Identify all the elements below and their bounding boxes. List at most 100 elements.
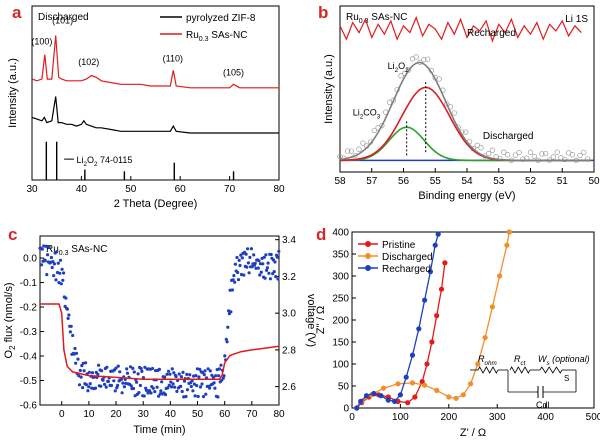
plot-frame: [39, 235, 280, 406]
flux-point: [143, 365, 147, 369]
flux-point: [106, 379, 110, 383]
flux-point: [154, 369, 158, 373]
y-axis-label: Z'' / Ω: [315, 306, 327, 334]
series-marker: [460, 392, 466, 398]
panel-letter-a: a: [12, 3, 22, 22]
circuit-label: Ws (optional): [538, 354, 590, 367]
series-marker: [416, 326, 422, 332]
flux-point: [277, 249, 281, 253]
flux-point: [141, 376, 145, 380]
panel-a-chart: 30 40 50 60 70 80 2 Theta (Degree) Intensity (a…: [7, 5, 285, 210]
flux-point: [165, 372, 169, 376]
flux-point: [153, 390, 157, 394]
flux-point: [64, 296, 68, 300]
flux-point: [245, 265, 249, 269]
x-tick-label: 50: [588, 176, 600, 187]
x-tick-label: 56: [398, 176, 410, 187]
flux-point: [99, 384, 103, 388]
flux-point: [56, 261, 60, 265]
corner-label: Discharged: [38, 12, 89, 23]
flux-point: [84, 383, 88, 387]
series-marker: [363, 393, 370, 399]
series-marker: [422, 382, 428, 388]
x-tick-label: 100: [392, 412, 409, 423]
flux-point: [93, 386, 98, 390]
flux-point: [265, 268, 269, 272]
corner-label: Ru0.3 SAs-NC: [346, 12, 407, 25]
y-right-axis-label: voltage (V): [305, 294, 317, 347]
x-tick-label: 70: [224, 184, 236, 195]
flux-point: [240, 256, 244, 260]
circuit-label: Rct: [514, 354, 526, 367]
flux-point: [157, 394, 161, 398]
flux-point: [219, 363, 223, 367]
data-point: [554, 149, 560, 155]
flux-point: [208, 386, 212, 390]
x-axis-label: Z' / Ω: [460, 427, 486, 439]
flux-point: [163, 393, 168, 397]
flux-point: [253, 261, 257, 265]
y-axis-label: Intensity (a.u.): [7, 58, 19, 128]
component-label: Li2CO3: [353, 108, 381, 121]
y-tick-label: 300: [332, 272, 349, 283]
data-point: [348, 148, 355, 154]
flux-point: [128, 365, 133, 369]
series-marker: [453, 395, 459, 401]
flux-point: [252, 253, 256, 257]
flux-point: [159, 389, 163, 393]
y-right-tick-label: 3.0: [282, 309, 296, 320]
flux-point: [62, 271, 66, 275]
legend-label: pyrolyzed ZIF-8: [186, 13, 256, 24]
flux-point: [214, 374, 218, 378]
flux-point: [169, 380, 173, 384]
flux-point: [77, 383, 82, 387]
series-marker: [427, 269, 433, 275]
flux-point: [203, 369, 207, 373]
series-marker: [506, 229, 512, 235]
panel-letter-c: c: [8, 225, 17, 244]
legend-marker: [365, 241, 371, 247]
flux-point: [276, 277, 280, 281]
panel-letter-d: d: [316, 225, 326, 244]
series-marker: [392, 398, 398, 404]
y-right-tick-label: 2.8: [282, 345, 296, 356]
flux-point: [236, 270, 240, 275]
circuit-label: S: [564, 374, 569, 383]
flux-point: [112, 379, 116, 383]
reference-label: Li2O2 74-0115: [76, 155, 132, 168]
flux-point: [58, 258, 63, 262]
y-tick-label: -0.1: [20, 278, 38, 289]
y-tick-label: 150: [332, 338, 349, 349]
series-marker: [468, 381, 474, 387]
flux-point: [185, 372, 189, 376]
flux-point: [135, 380, 139, 384]
y-tick-label: 200: [332, 316, 349, 327]
data-point: [405, 67, 412, 73]
x-tick-label: 80: [273, 184, 285, 195]
flux-point: [247, 271, 251, 275]
flux-point: [217, 374, 221, 378]
flux-point: [151, 386, 155, 390]
flux-point: [230, 288, 234, 292]
flux-point: [118, 370, 122, 374]
flux-point: [182, 379, 187, 383]
data-point: [444, 101, 450, 107]
x-tick-label: 60: [175, 184, 187, 195]
flux-point: [258, 262, 263, 266]
x-tick-label: 58: [334, 176, 346, 187]
series-label: Recharged: [467, 28, 516, 39]
flux-point: [269, 252, 273, 257]
y-tick-label: 250: [332, 294, 349, 305]
flux-point: [140, 369, 144, 373]
x-tick-label: 52: [525, 176, 537, 187]
flux-point: [208, 369, 212, 373]
x-tick-label: 40: [76, 184, 88, 195]
flux-point: [202, 373, 206, 377]
flux-point: [263, 276, 267, 280]
flux-point: [46, 253, 50, 257]
x-tick-label: 51: [557, 176, 569, 187]
flux-point: [50, 265, 54, 270]
flux-point: [272, 270, 276, 274]
flux-point: [160, 380, 164, 384]
x-tick-label: 10: [83, 409, 95, 420]
